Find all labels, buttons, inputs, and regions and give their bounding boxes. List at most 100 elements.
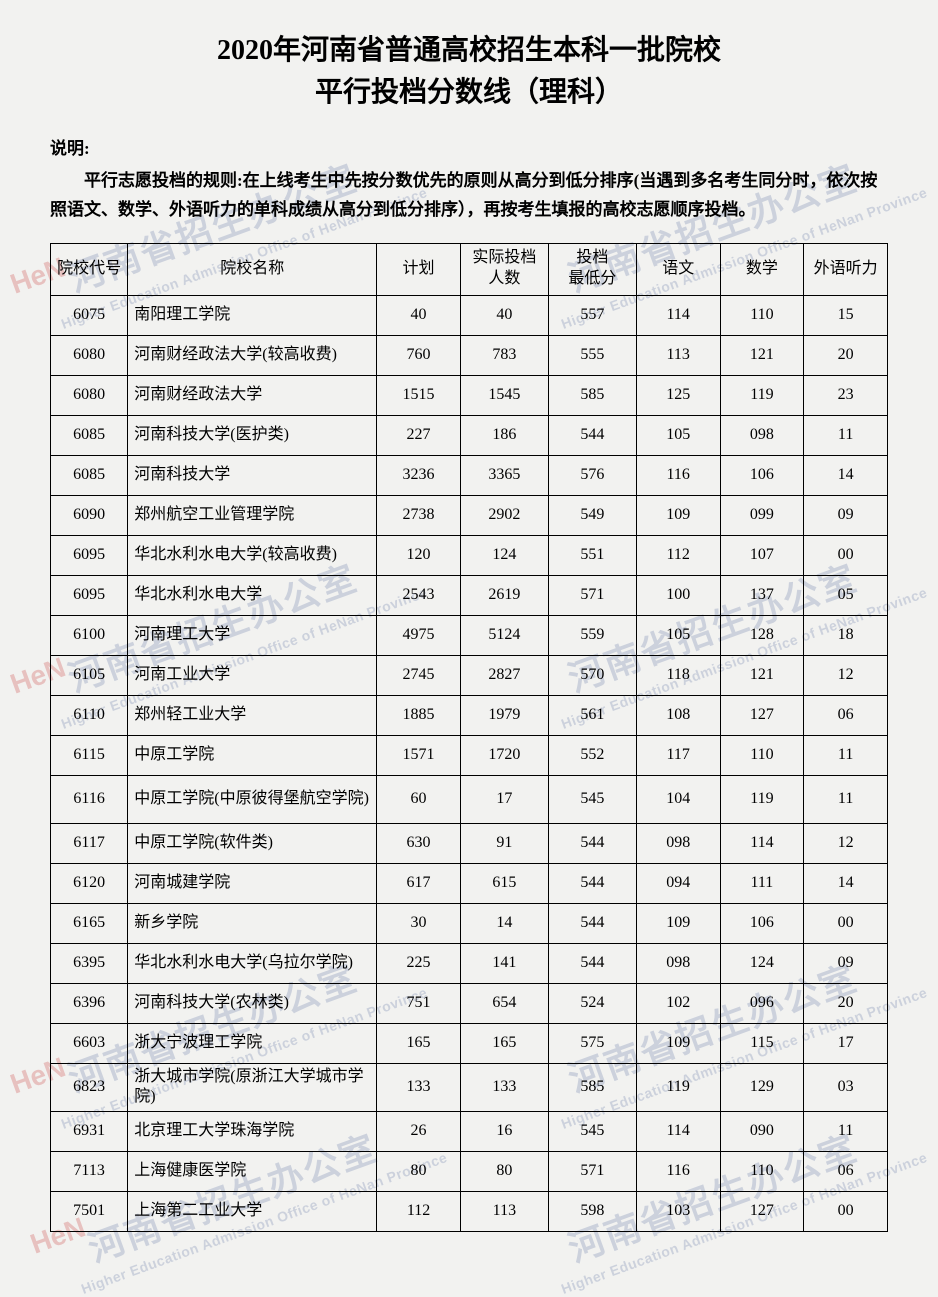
table-cell: 6117 <box>51 823 128 863</box>
title-line-2: 平行投档分数线（理科） <box>50 72 888 114</box>
table-cell: 105 <box>636 415 720 455</box>
table-cell: 河南科技大学(医护类) <box>128 415 377 455</box>
table-cell: 14 <box>804 455 888 495</box>
table-cell: 11 <box>804 775 888 823</box>
table-cell: 114 <box>636 1111 720 1151</box>
table-row: 6117中原工学院(软件类)6309154409811412 <box>51 823 888 863</box>
table-cell: 121 <box>720 655 804 695</box>
table-cell: 124 <box>460 535 548 575</box>
table-cell: 上海第二工业大学 <box>128 1191 377 1231</box>
table-cell: 114 <box>720 823 804 863</box>
table-cell: 6075 <box>51 295 128 335</box>
table-row: 6115中原工学院1571172055211711011 <box>51 735 888 775</box>
table-cell: 116 <box>636 455 720 495</box>
table-cell: 浙大城市学院(原浙江大学城市学院) <box>128 1063 377 1111</box>
table-cell: 11 <box>804 1111 888 1151</box>
table-cell: 544 <box>548 943 636 983</box>
table-cell: 545 <box>548 775 636 823</box>
table-cell: 17 <box>804 1023 888 1063</box>
table-cell: 124 <box>720 943 804 983</box>
table-cell: 104 <box>636 775 720 823</box>
table-cell: 544 <box>548 903 636 943</box>
table-cell: 60 <box>377 775 461 823</box>
table-cell: 1979 <box>460 695 548 735</box>
table-cell: 12 <box>804 823 888 863</box>
table-cell: 14 <box>460 903 548 943</box>
table-cell: 617 <box>377 863 461 903</box>
table-cell: 00 <box>804 535 888 575</box>
table-cell: 559 <box>548 615 636 655</box>
table-cell: 新乡学院 <box>128 903 377 943</box>
table-cell: 6090 <box>51 495 128 535</box>
table-cell: 6116 <box>51 775 128 823</box>
table-cell: 6823 <box>51 1063 128 1111</box>
table-cell: 127 <box>720 695 804 735</box>
table-cell: 1885 <box>377 695 461 735</box>
table-cell: 545 <box>548 1111 636 1151</box>
table-cell: 3365 <box>460 455 548 495</box>
table-cell: 555 <box>548 335 636 375</box>
table-cell: 133 <box>377 1063 461 1111</box>
table-cell: 15 <box>804 295 888 335</box>
table-cell: 2543 <box>377 575 461 615</box>
table-cell: 6395 <box>51 943 128 983</box>
table-cell: 北京理工大学珠海学院 <box>128 1111 377 1151</box>
table-cell: 1545 <box>460 375 548 415</box>
table-cell: 华北水利水电大学(较高收费) <box>128 535 377 575</box>
table-cell: 760 <box>377 335 461 375</box>
table-cell: 113 <box>460 1191 548 1231</box>
table-cell: 浙大宁波理工学院 <box>128 1023 377 1063</box>
table-cell: 河南城建学院 <box>128 863 377 903</box>
table-cell: 109 <box>636 1023 720 1063</box>
table-cell: 06 <box>804 695 888 735</box>
table-cell: 中原工学院 <box>128 735 377 775</box>
table-cell: 6931 <box>51 1111 128 1151</box>
table-cell: 575 <box>548 1023 636 1063</box>
table-cell: 137 <box>720 575 804 615</box>
table-cell: 105 <box>636 615 720 655</box>
table-cell: 2745 <box>377 655 461 695</box>
table-cell: 2619 <box>460 575 548 615</box>
table-cell: 1515 <box>377 375 461 415</box>
table-row: 6110郑州轻工业大学1885197956110812706 <box>51 695 888 735</box>
table-cell: 6115 <box>51 735 128 775</box>
table-cell: 6105 <box>51 655 128 695</box>
table-row: 6105河南工业大学2745282757011812112 <box>51 655 888 695</box>
table-row: 6090郑州航空工业管理学院2738290254910909909 <box>51 495 888 535</box>
table-cell: 118 <box>636 655 720 695</box>
table-cell: 郑州航空工业管理学院 <box>128 495 377 535</box>
table-cell: 125 <box>636 375 720 415</box>
table-cell: 119 <box>720 775 804 823</box>
table-cell: 6095 <box>51 575 128 615</box>
table-row: 6396河南科技大学(农林类)75165452410209620 <box>51 983 888 1023</box>
table-cell: 571 <box>548 575 636 615</box>
table-cell: 7113 <box>51 1151 128 1191</box>
table-cell: 110 <box>720 295 804 335</box>
table-cell: 109 <box>636 495 720 535</box>
table-cell: 571 <box>548 1151 636 1191</box>
table-cell: 中原工学院(中原彼得堡航空学院) <box>128 775 377 823</box>
table-cell: 120 <box>377 535 461 575</box>
table-cell: 783 <box>460 335 548 375</box>
table-cell: 91 <box>460 823 548 863</box>
table-row: 6075南阳理工学院404055711411015 <box>51 295 888 335</box>
table-row: 6116中原工学院(中原彼得堡航空学院)601754510411911 <box>51 775 888 823</box>
table-row: 7113上海健康医学院808057111611006 <box>51 1151 888 1191</box>
table-cell: 165 <box>377 1023 461 1063</box>
table-cell: 2902 <box>460 495 548 535</box>
table-header-row: 院校代号 院校名称 计划 实际投档人数 投档最低分 语文 数学 外语听力 <box>51 243 888 295</box>
table-cell: 郑州轻工业大学 <box>128 695 377 735</box>
table-cell: 544 <box>548 823 636 863</box>
table-row: 6120河南城建学院61761554409411114 <box>51 863 888 903</box>
table-cell: 133 <box>460 1063 548 1111</box>
table-cell: 09 <box>804 495 888 535</box>
table-cell: 106 <box>720 903 804 943</box>
table-cell: 103 <box>636 1191 720 1231</box>
table-cell: 114 <box>636 295 720 335</box>
table-cell: 116 <box>636 1151 720 1191</box>
table-cell: 098 <box>636 823 720 863</box>
table-cell: 227 <box>377 415 461 455</box>
col-header-shuxue: 数学 <box>720 243 804 295</box>
table-cell: 华北水利水电大学(乌拉尔学院) <box>128 943 377 983</box>
table-cell: 1571 <box>377 735 461 775</box>
